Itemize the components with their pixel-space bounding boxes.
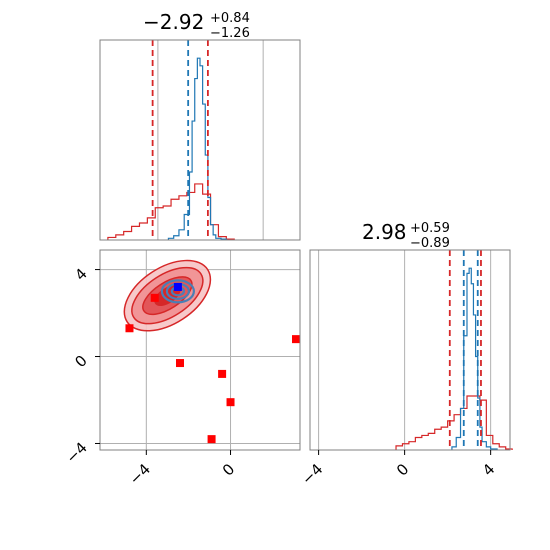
param2-title-median: 2.98 xyxy=(362,220,407,244)
p3-blue-histogram xyxy=(451,267,498,450)
hist-panel-param1: −2.92 +0.84 −1.26 xyxy=(99,10,301,241)
param2-axes-frame xyxy=(309,249,511,451)
red-marker xyxy=(176,359,184,368)
p3-red-histogram xyxy=(395,395,513,450)
p2-ytick-label: 0 xyxy=(71,352,90,371)
param2-title-plus: +0.59 xyxy=(410,221,450,236)
scatter-panel: −4 0 −4 0 4 xyxy=(62,249,301,488)
param1-title-plus: +0.84 xyxy=(210,11,250,26)
p2-xtick-label: −4 xyxy=(126,460,154,488)
param2-title-minus: −0.89 xyxy=(410,236,450,251)
red-marker xyxy=(226,398,235,407)
red-marker xyxy=(207,435,216,444)
scatter-axes-frame xyxy=(99,249,301,451)
p1-red-histogram xyxy=(107,183,235,240)
p2-ytick-label: 4 xyxy=(71,265,90,284)
param1-axes-frame xyxy=(99,39,301,241)
p3-xtick-label: −4 xyxy=(298,460,326,488)
hist-panel-param2: 2.98 +0.59 −0.89 −4 0 4 xyxy=(298,220,513,488)
p2-xtick-label: 0 xyxy=(219,460,238,479)
p2-ytick-label: −4 xyxy=(62,439,90,467)
red-marker xyxy=(292,335,300,344)
red-marker xyxy=(218,369,227,378)
red-marker xyxy=(125,324,134,333)
blue-marker xyxy=(173,282,182,291)
blue-contour-0 xyxy=(160,279,195,304)
param1-title-minus: −1.26 xyxy=(210,26,250,41)
param1-title-median: −2.92 xyxy=(143,10,204,34)
p3-xtick-label: 0 xyxy=(393,460,412,479)
p3-xtick-label: 4 xyxy=(479,460,498,479)
red-marker xyxy=(150,293,159,302)
p1-blue-histogram xyxy=(167,57,227,240)
